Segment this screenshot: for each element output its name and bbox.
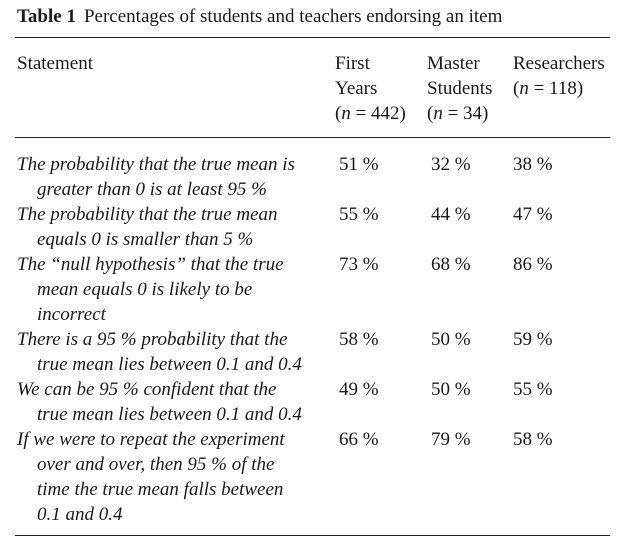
statement-line: incorrect xyxy=(37,304,106,325)
statement-line: The probability that the true mean is xyxy=(17,154,295,175)
top-rule xyxy=(15,37,610,39)
header-researchers: Researchers (n = 118) xyxy=(513,51,605,101)
researchers-value: 86 % xyxy=(513,254,553,275)
first-years-value: 55 % xyxy=(339,204,379,225)
table-title: Percentages of students and teachers end… xyxy=(83,6,503,27)
researchers-value: 59 % xyxy=(513,329,553,350)
researchers-value: 38 % xyxy=(513,154,553,175)
first-years-value: 66 % xyxy=(339,429,379,450)
statement-line: time the true mean falls between xyxy=(37,479,284,500)
statement-cell: If we were to repeat the experiment over … xyxy=(17,427,332,527)
statement-line: If we were to repeat the experiment xyxy=(17,429,285,450)
master-students-value: 68 % xyxy=(431,254,471,275)
master-students-value: 32 % xyxy=(431,154,471,175)
statement-line: true mean lies between 0.1 and 0.4 xyxy=(37,354,302,375)
header-first-years: First Years (n = 442) xyxy=(335,51,406,126)
statement-line: There is a 95 % probability that the xyxy=(17,329,288,350)
master-students-value: 50 % xyxy=(431,379,471,400)
statement-line: over and over, then 95 % of the xyxy=(37,454,275,475)
statement-line: equals 0 is smaller than 5 % xyxy=(37,229,254,250)
header-rule xyxy=(15,137,610,139)
statement-cell: The probability that the true mean is gre… xyxy=(17,152,332,202)
statement-cell: There is a 95 % probability that the true… xyxy=(17,327,332,377)
header-first-years-line1: First xyxy=(335,53,370,74)
table-label: Table 1 xyxy=(17,6,76,27)
first-years-value: 73 % xyxy=(339,254,379,275)
master-students-value: 50 % xyxy=(431,329,471,350)
header-first-years-n: (n = 442) xyxy=(335,103,406,124)
header-first-years-line2: Years xyxy=(335,78,378,99)
bottom-rule xyxy=(15,535,610,537)
statement-line: true mean lies between 0.1 and 0.4 xyxy=(37,404,302,425)
statement-line: 0.1 and 0.4 xyxy=(37,504,123,525)
statement-cell: The probability that the true mean equals… xyxy=(17,202,332,252)
statement-cell: The “null hypothesis” that the true mean … xyxy=(17,252,332,327)
header-master-students-line1: Master xyxy=(427,53,480,74)
researchers-value: 58 % xyxy=(513,429,553,450)
header-researchers-line1: Researchers xyxy=(513,53,605,74)
table-caption: Table 1 Percentages of students and teach… xyxy=(17,6,502,28)
statement-line: greater than 0 is at least 95 % xyxy=(37,179,267,200)
first-years-value: 49 % xyxy=(339,379,379,400)
header-master-students-n: (n = 34) xyxy=(427,103,489,124)
researchers-value: 47 % xyxy=(513,204,553,225)
header-statement: Statement xyxy=(17,53,93,74)
header-master-students: Master Students (n = 34) xyxy=(427,51,492,126)
master-students-value: 44 % xyxy=(431,204,471,225)
master-students-value: 79 % xyxy=(431,429,471,450)
first-years-value: 58 % xyxy=(339,329,379,350)
statement-line: mean equals 0 is likely to be xyxy=(37,279,253,300)
statement-cell: We can be 95 % confident that the true me… xyxy=(17,377,332,427)
statement-line: The “null hypothesis” that the true xyxy=(17,254,284,275)
statement-line: The probability that the true mean xyxy=(17,204,278,225)
statement-line: We can be 95 % confident that the xyxy=(17,379,277,400)
researchers-value: 55 % xyxy=(513,379,553,400)
first-years-value: 51 % xyxy=(339,154,379,175)
header-researchers-n: (n = 118) xyxy=(513,78,584,99)
header-master-students-line2: Students xyxy=(427,78,493,99)
